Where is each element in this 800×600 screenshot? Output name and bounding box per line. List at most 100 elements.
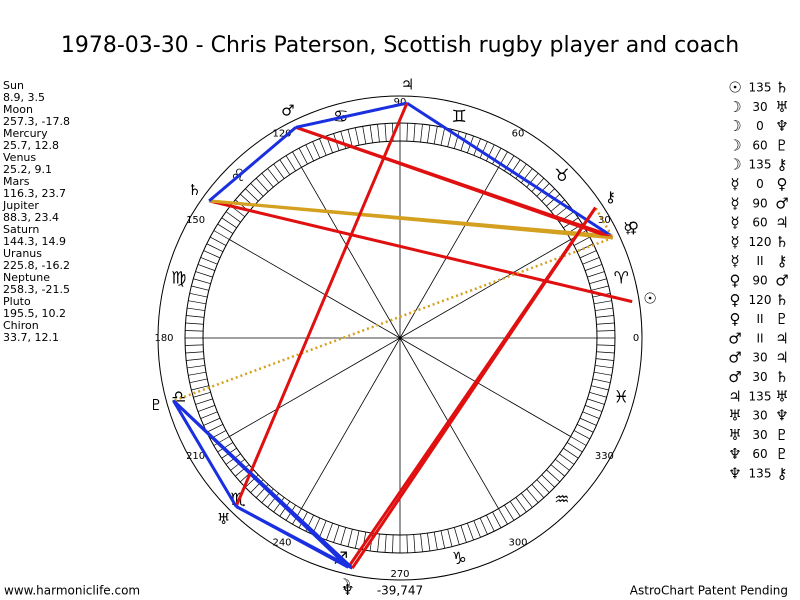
ring-tick (593, 300, 612, 305)
ring-tick (479, 517, 488, 535)
planet-coords: 144.3, 14.9 (3, 235, 66, 248)
degree-label: 270 (390, 569, 409, 580)
ring-tick (340, 527, 347, 545)
ring-tick (285, 155, 296, 172)
aspect-a: ♂ (728, 329, 741, 347)
planet-coords: 258.3, -21.5 (3, 283, 70, 296)
ring-tick (589, 391, 607, 398)
degree-label: 300 (508, 537, 527, 548)
ring-tick (185, 330, 204, 332)
ring-tick (195, 271, 213, 278)
aspect-a: ♆ (728, 445, 741, 463)
ring-tick (369, 125, 373, 143)
ring-tick (427, 533, 431, 551)
aspect-b: ♅ (775, 387, 788, 405)
ring-tick (433, 531, 438, 550)
aspect-type: 135 (749, 389, 772, 403)
ring-tick (273, 163, 285, 179)
aspect-a: ♆ (728, 465, 741, 483)
ring-tick (570, 436, 587, 446)
ring-tick (579, 417, 597, 426)
ring-tick (191, 385, 209, 391)
ring-tick (504, 504, 515, 521)
ring-tick (250, 183, 264, 197)
ring-tick (193, 391, 211, 398)
degree-label: 120 (272, 129, 291, 140)
ring-tick (326, 522, 333, 541)
ring-tick (467, 522, 474, 541)
ring-tick (587, 398, 605, 405)
ring-tick (406, 123, 408, 142)
spoke (229, 239, 401, 339)
ring-tick (188, 371, 207, 376)
ring-tick (453, 131, 460, 149)
planet-name: Jupiter (2, 199, 39, 212)
ring-tick (453, 527, 460, 545)
aspect-line (406, 101, 613, 238)
planet-glyph: ♃ (401, 76, 414, 94)
ring-tick (587, 271, 605, 278)
ring-tick (584, 264, 603, 271)
ring-tick (193, 278, 211, 285)
aspect-type: II (756, 331, 763, 345)
ring-tick (595, 365, 613, 369)
aspect-a: ♂ (728, 368, 741, 386)
planet-glyph: ♂ (281, 102, 294, 120)
ring-tick (420, 533, 423, 552)
ring-tick (210, 236, 227, 246)
ring-tick (486, 144, 495, 162)
aspect-type: II (756, 312, 763, 326)
ring-tick (546, 469, 561, 483)
ring-tick (593, 371, 612, 376)
ring-tick (245, 188, 259, 202)
aspect-a: ☿ (730, 214, 739, 232)
degree-label: 90 (394, 97, 407, 108)
degree-label: 180 (154, 333, 173, 344)
ring-tick (384, 123, 387, 142)
ring-tick (595, 315, 614, 318)
ring-tick (440, 530, 446, 549)
aspect-a: ♀ (730, 272, 741, 290)
footer-center: -39,747 (377, 584, 423, 598)
ring-tick (521, 493, 533, 508)
ring-tick (217, 223, 234, 234)
aspect-type: 135 (749, 158, 772, 172)
planet-glyph: ♀ (628, 219, 639, 237)
aspect-type: II (756, 254, 763, 268)
planet-glyph: ☉ (643, 289, 656, 307)
aspect-b: ♄ (775, 79, 788, 97)
aspect-b: ♃ (775, 329, 788, 347)
aspect-b: ♀ (777, 175, 788, 193)
aspect-b: ♇ (775, 445, 788, 463)
ring-tick (312, 141, 321, 159)
ring-tick (492, 148, 502, 165)
aspect-line (208, 126, 297, 203)
sign-glyph: ♍ (171, 269, 186, 289)
ring-tick (595, 307, 613, 311)
sign-glyph: ♉ (554, 166, 569, 186)
sign-glyph: ♈ (614, 269, 629, 289)
degree-label: 30 (598, 215, 611, 226)
degree-label: 60 (512, 129, 525, 140)
ring-tick (433, 126, 438, 145)
ring-tick (460, 525, 467, 543)
aspect-b: ♄ (775, 368, 788, 386)
ring-tick (235, 464, 250, 477)
ring-tick (584, 405, 603, 412)
planet-name: Saturn (3, 223, 39, 236)
aspect-type: 60 (752, 447, 767, 461)
ring-tick (279, 159, 291, 175)
ring-tick (406, 534, 408, 553)
ring-tick (384, 534, 387, 553)
ring-tick (596, 351, 615, 354)
degree-label: 210 (186, 451, 205, 462)
aspect-line (351, 206, 597, 569)
sign-glyph: ♊ (452, 107, 467, 127)
aspect-type: 0 (756, 177, 764, 191)
ring-tick (195, 398, 213, 405)
aspect-b: ⚷ (777, 156, 788, 174)
ring-tick (185, 322, 204, 325)
planet-coords: 225.8, -16.2 (3, 259, 70, 272)
ring-tick (498, 508, 508, 525)
